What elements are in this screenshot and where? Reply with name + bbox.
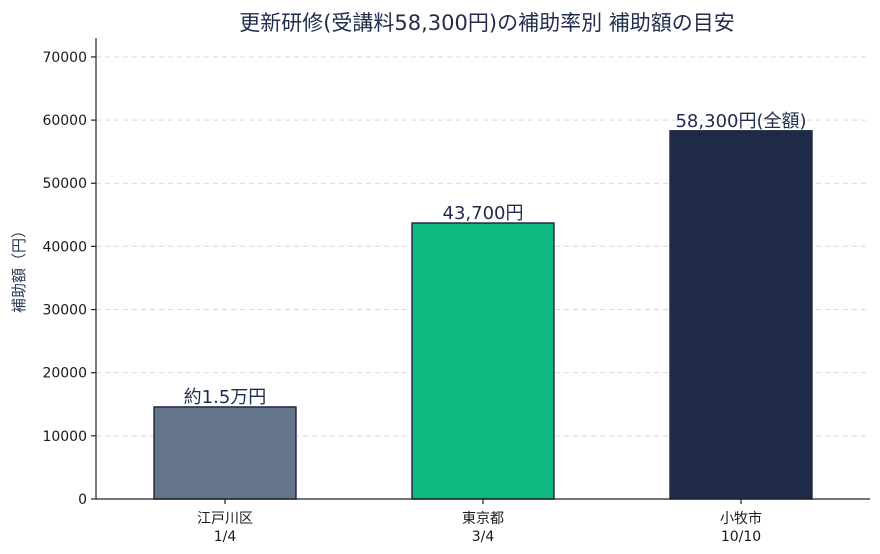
y-axis-label: 補助額（円） (10, 223, 28, 313)
y-tick-label: 0 (78, 492, 87, 508)
data-label: 約1.5万円 (184, 387, 267, 408)
x-tick-sublabel: 3/4 (472, 529, 495, 545)
chart-title: 更新研修(受講料58,300円)の補助率別 補助額の目安 (239, 11, 735, 35)
y-tick-label: 20000 (42, 366, 87, 382)
y-tick-label: 30000 (42, 303, 87, 319)
y-tick-label: 10000 (42, 429, 87, 445)
x-tick-label: 小牧市 (720, 510, 762, 527)
bar (411, 222, 555, 500)
y-tick-label: 70000 (42, 50, 87, 66)
data-label: 58,300円(全額) (675, 111, 806, 132)
bar (669, 130, 813, 500)
axes (91, 38, 870, 504)
y-tick-label: 40000 (42, 239, 87, 255)
data-label: 43,700円 (443, 203, 524, 224)
x-tick-label: 東京都 (462, 511, 504, 527)
y-tick-label: 60000 (42, 113, 87, 129)
x-tick-sublabel: 10/10 (721, 529, 761, 545)
labels: 0 10000 20000 30000 40000 50000 60000 70000 約1.5… (42, 50, 806, 545)
bars (153, 130, 813, 500)
y-tick-label: 50000 (42, 176, 87, 192)
bar (153, 406, 297, 500)
x-tick-label: 江戸川区 (197, 511, 253, 527)
x-tick-sublabel: 1/4 (214, 529, 237, 545)
